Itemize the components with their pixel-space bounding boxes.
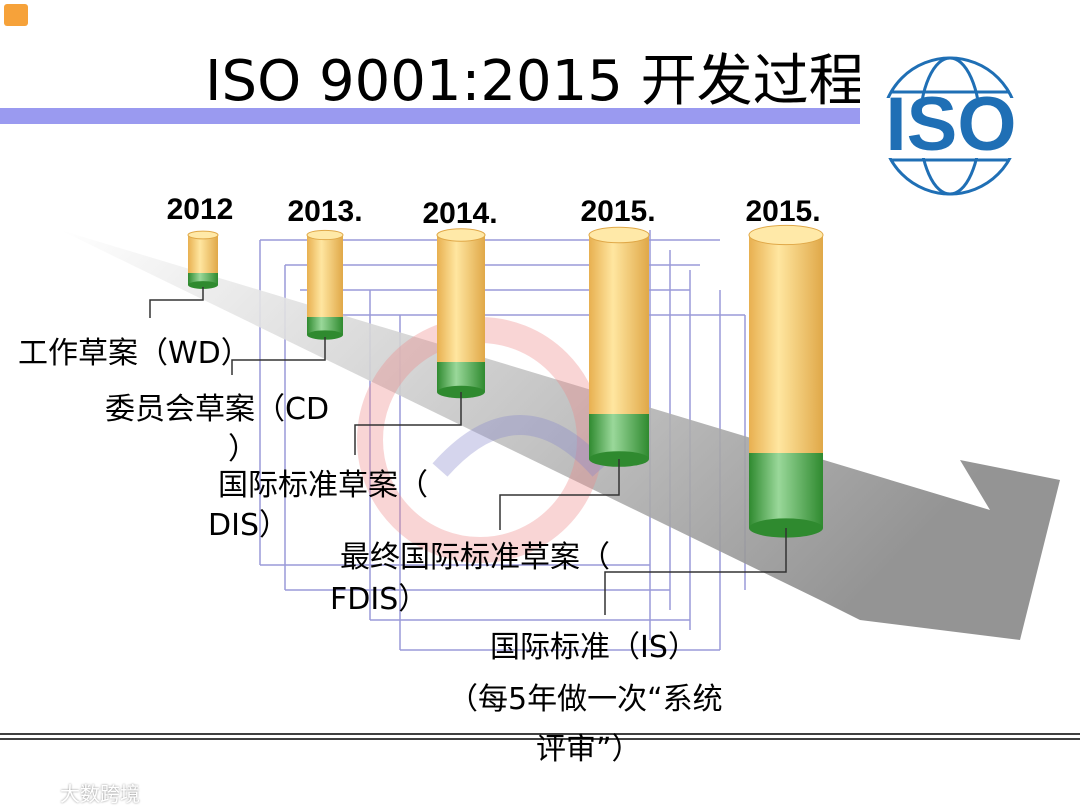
year: 2015. <box>745 195 821 228</box>
title: ISO 9001:2015 开发过程 <box>205 49 860 114</box>
header-band <box>0 108 860 124</box>
icon <box>4 4 28 26</box>
year: 2015. <box>580 195 656 228</box>
stage-label: 工作草案（WD） <box>18 336 251 371</box>
stage-label: 国际标准（IS） <box>490 630 698 665</box>
stage-label: DIS） <box>208 508 289 543</box>
cylinder-base <box>749 453 823 528</box>
stage-label: （每5年做一次“系统 <box>448 682 723 717</box>
cylinder-top <box>748 224 824 246</box>
stage-label: 委员会草案（CD <box>105 392 330 427</box>
cylinder-top <box>306 229 344 241</box>
cylinder-body <box>307 235 343 317</box>
stage-label: FDIS） <box>330 582 429 617</box>
cylinder-bottom <box>307 330 343 340</box>
stage-label: 评审”） <box>536 732 642 767</box>
iso-logo: ISO <box>886 82 1017 167</box>
year: 2013. <box>287 195 363 228</box>
cylinder-body <box>589 235 649 414</box>
cylinder-top <box>187 230 219 240</box>
cylinder-top <box>436 228 486 242</box>
year: 2014. <box>422 197 498 230</box>
cylinder-top <box>588 226 650 244</box>
watermark: 大数跨境 <box>60 782 140 806</box>
cylinder-base <box>307 317 343 335</box>
cylinder-body <box>749 235 823 453</box>
footer-line <box>0 733 1080 740</box>
stage-label: 最终国际标准草案（ <box>340 540 610 575</box>
stage-label: 国际标准草案（ <box>218 468 428 503</box>
cylinder-body <box>437 235 485 362</box>
stage-label: ） <box>228 432 258 467</box>
year: 2012 <box>166 193 234 226</box>
cylinder-bottom <box>188 281 218 289</box>
cylinder-body <box>188 235 218 273</box>
connectors <box>149 287 787 615</box>
